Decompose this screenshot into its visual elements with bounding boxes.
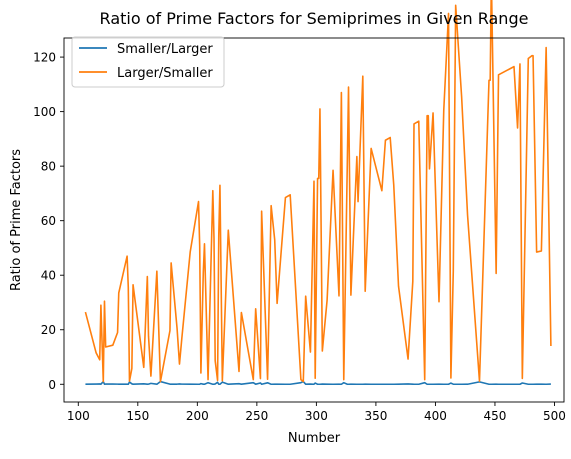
legend-label-smaller-larger: Smaller/Larger [117,42,213,57]
x-tick-label: 300 [305,409,328,423]
x-tick-label: 250 [245,409,268,423]
y-tick-label: 0 [48,378,56,392]
y-axis-label: Ratio of Prime Factors [9,149,24,291]
series-line-larger-smaller [84,0,552,383]
x-tick-label: 200 [186,409,209,423]
legend: Smaller/Larger Larger/Smaller [71,36,225,88]
x-tick-label: 350 [364,409,387,423]
y-axis-ticks: 0 20 40 60 80 100 120 [33,51,64,392]
legend-box [71,36,225,88]
x-axis-ticks: 100 150 200 250 300 350 400 450 500 [67,402,566,423]
x-tick-label: 400 [424,409,447,423]
x-tick-label: 500 [543,409,566,423]
x-axis-label: Number [288,431,341,446]
x-tick-label: 100 [67,409,90,423]
chart-title: Ratio of Prime Factors for Semiprimes in… [100,9,529,28]
y-tick-label: 60 [41,214,56,228]
legend-label-larger-smaller: Larger/Smaller [117,66,213,81]
y-tick-label: 100 [33,105,56,119]
plot-frame [63,37,565,403]
series-line-smaller-larger [85,380,551,386]
series-layer [84,0,552,386]
x-tick-label: 150 [126,409,149,423]
x-tick-label: 450 [483,409,506,423]
y-tick-label: 120 [33,51,56,65]
y-tick-label: 20 [41,323,56,337]
y-tick-label: 80 [41,160,56,174]
y-tick-label: 40 [41,269,56,283]
